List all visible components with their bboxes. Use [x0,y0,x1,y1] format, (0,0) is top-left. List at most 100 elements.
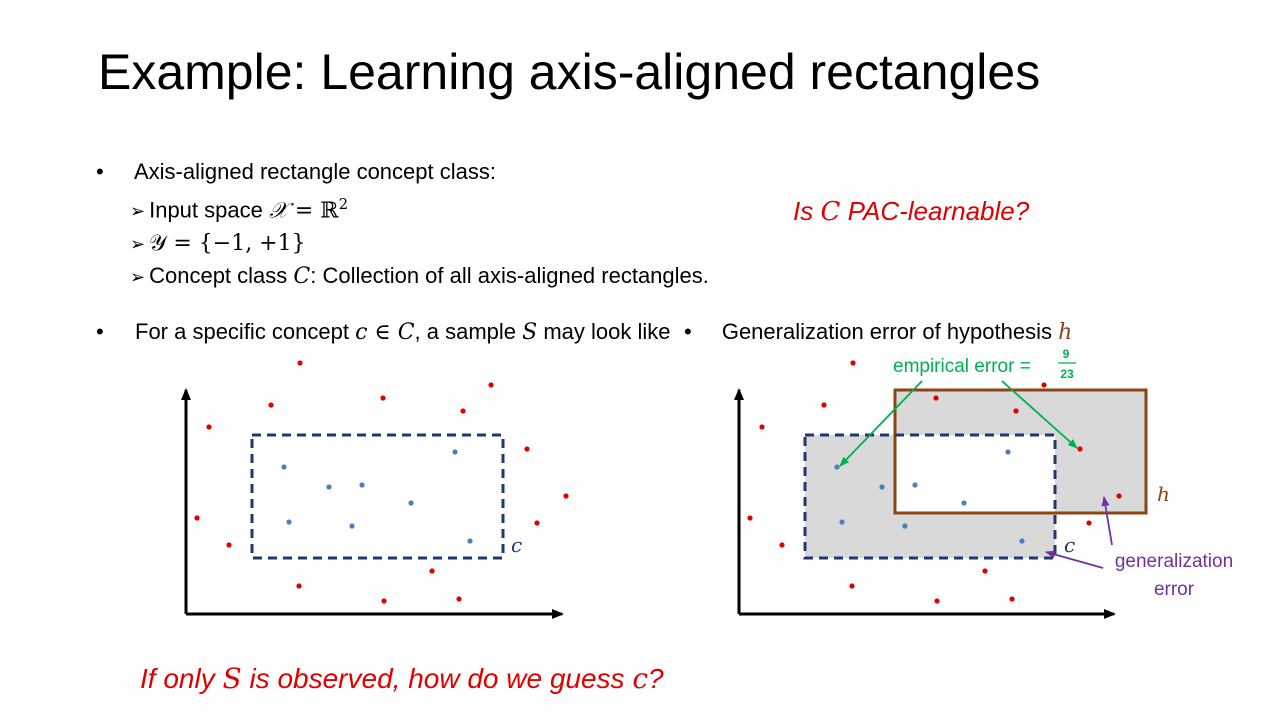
red-point [226,542,232,548]
blue-point [281,464,287,470]
blue-point [467,538,473,544]
red-point [206,424,212,430]
red-point [821,402,827,408]
empirical-error-numerator: 9 [1063,347,1070,361]
blue-point [408,500,414,506]
red-point [456,596,462,602]
generalization-error-label-line1: generalization [1115,551,1233,572]
left-positive-points [281,449,473,544]
left-concept-rect [250,433,505,560]
red-point [747,515,753,521]
sample-text-3: may look like [537,319,671,344]
bullet-concept-class: • Axis-aligned rectangle concept class: [96,156,709,188]
red-point [381,598,387,604]
concept-class-var: C [293,264,311,290]
bottom-q-text-2: is observed, how do we guess [241,663,633,694]
sample-var-c: c ∈ C [355,320,415,345]
bottom-q-var-c: c [632,662,649,695]
sample-bullet-text: For a specific concept c ∈ C, a sample S… [135,316,671,349]
input-space-symbol: 𝒳 [268,198,288,224]
sub-bullet-label-space: ➢ 𝒴 = {−1, +1} [130,227,709,260]
sample-text-2: , a sample [414,319,523,344]
right-diagram: h c [734,347,1233,619]
arrowhead-bullet-icon: ➢ [130,201,146,222]
blue-point [349,523,355,529]
blue-point [359,482,365,488]
bullet-dot-icon: • [96,159,104,184]
generalization-error-region [805,390,1146,558]
bottom-q-text-1: If only [140,663,223,694]
bottom-question: If only S is observed, how do we guess c… [140,662,664,695]
red-point [982,568,988,574]
input-space-eq: = ℝ [287,198,339,224]
sub-bullet-input-space: ➢ Input space 𝒳 = ℝ2 [130,188,709,227]
concept-class-bullets: • Axis-aligned rectangle concept class: … [96,156,709,293]
red-point [460,408,466,414]
red-point [563,493,569,499]
red-point [779,542,785,548]
red-point [1009,596,1015,602]
hypothesis-rect [893,388,1148,515]
bottom-q-text-3: ? [648,663,664,694]
generalization-error-label-line2: error [1154,579,1195,600]
generalization-arrow-left [1045,550,1104,569]
generalization-text: Generalization error of hypothesis [721,319,1059,344]
hypothesis-var: h [1058,320,1073,345]
left-negative-points [194,360,569,604]
bottom-q-var-s: S [222,662,242,695]
red-point [1086,520,1092,526]
left-concept-label: c [511,533,522,557]
blue-point [834,464,840,470]
red-point [1013,408,1019,414]
red-point [534,520,540,526]
red-point [1116,493,1122,499]
generalization-bullet: • Generalization error of hypothesis h [684,316,1072,349]
question-prefix: Is [793,196,821,226]
blue-point [961,500,967,506]
red-point [1077,446,1083,452]
red-point [934,598,940,604]
red-point [296,583,302,589]
hypothesis-label: h [1157,482,1170,506]
blue-point [902,523,908,529]
empirical-arrow-right [1001,380,1078,449]
concept-class-prefix: Concept class [149,263,294,289]
blue-point [1005,449,1011,455]
bullet-dot-icon: • [96,319,104,344]
red-point [759,424,765,430]
right-concept-rect [803,433,1057,560]
empirical-arrow-left [839,380,923,467]
red-point [850,360,856,366]
empirical-error-denominator: 23 [1060,367,1074,381]
generalization-arrow-up [1101,496,1113,546]
slide-title: Example: Learning axis-aligned rectangle… [98,44,1041,100]
sample-text-1: For a specific concept [135,319,356,344]
red-point [268,402,274,408]
question-var: C [820,197,841,227]
red-point [194,515,200,521]
sub-bullet-concept-class: ➢ Concept class C: Collection of all axis… [130,260,709,293]
sample-bullet: • For a specific concept c ∈ C, a sample… [96,316,671,349]
bullet-dot-icon: • [684,319,692,344]
blue-point [879,484,885,490]
red-point [429,568,435,574]
right-negative-points [747,360,1122,604]
question-suffix: PAC-learnable? [840,196,1030,226]
red-point [380,395,386,401]
left-diagram: c [181,360,569,619]
blue-point [452,449,458,455]
red-point [488,382,494,388]
label-space-math: 𝒴 = {−1, +1} [149,231,306,257]
red-point [524,446,530,452]
sample-bullet-line: • For a specific concept c ∈ C, a sample… [96,316,671,349]
blue-point [286,519,292,525]
pac-learnable-question: Is C PAC-learnable? [793,196,1029,227]
red-point [1041,382,1047,388]
concept-class-suffix: : Collection of all axis-aligned rectang… [310,263,709,289]
right-positive-points [834,449,1025,544]
right-concept-label: c [1064,533,1075,557]
red-point [297,360,303,366]
bullet-text: Axis-aligned rectangle concept class: [134,159,496,184]
sample-var-s: S [522,320,538,345]
